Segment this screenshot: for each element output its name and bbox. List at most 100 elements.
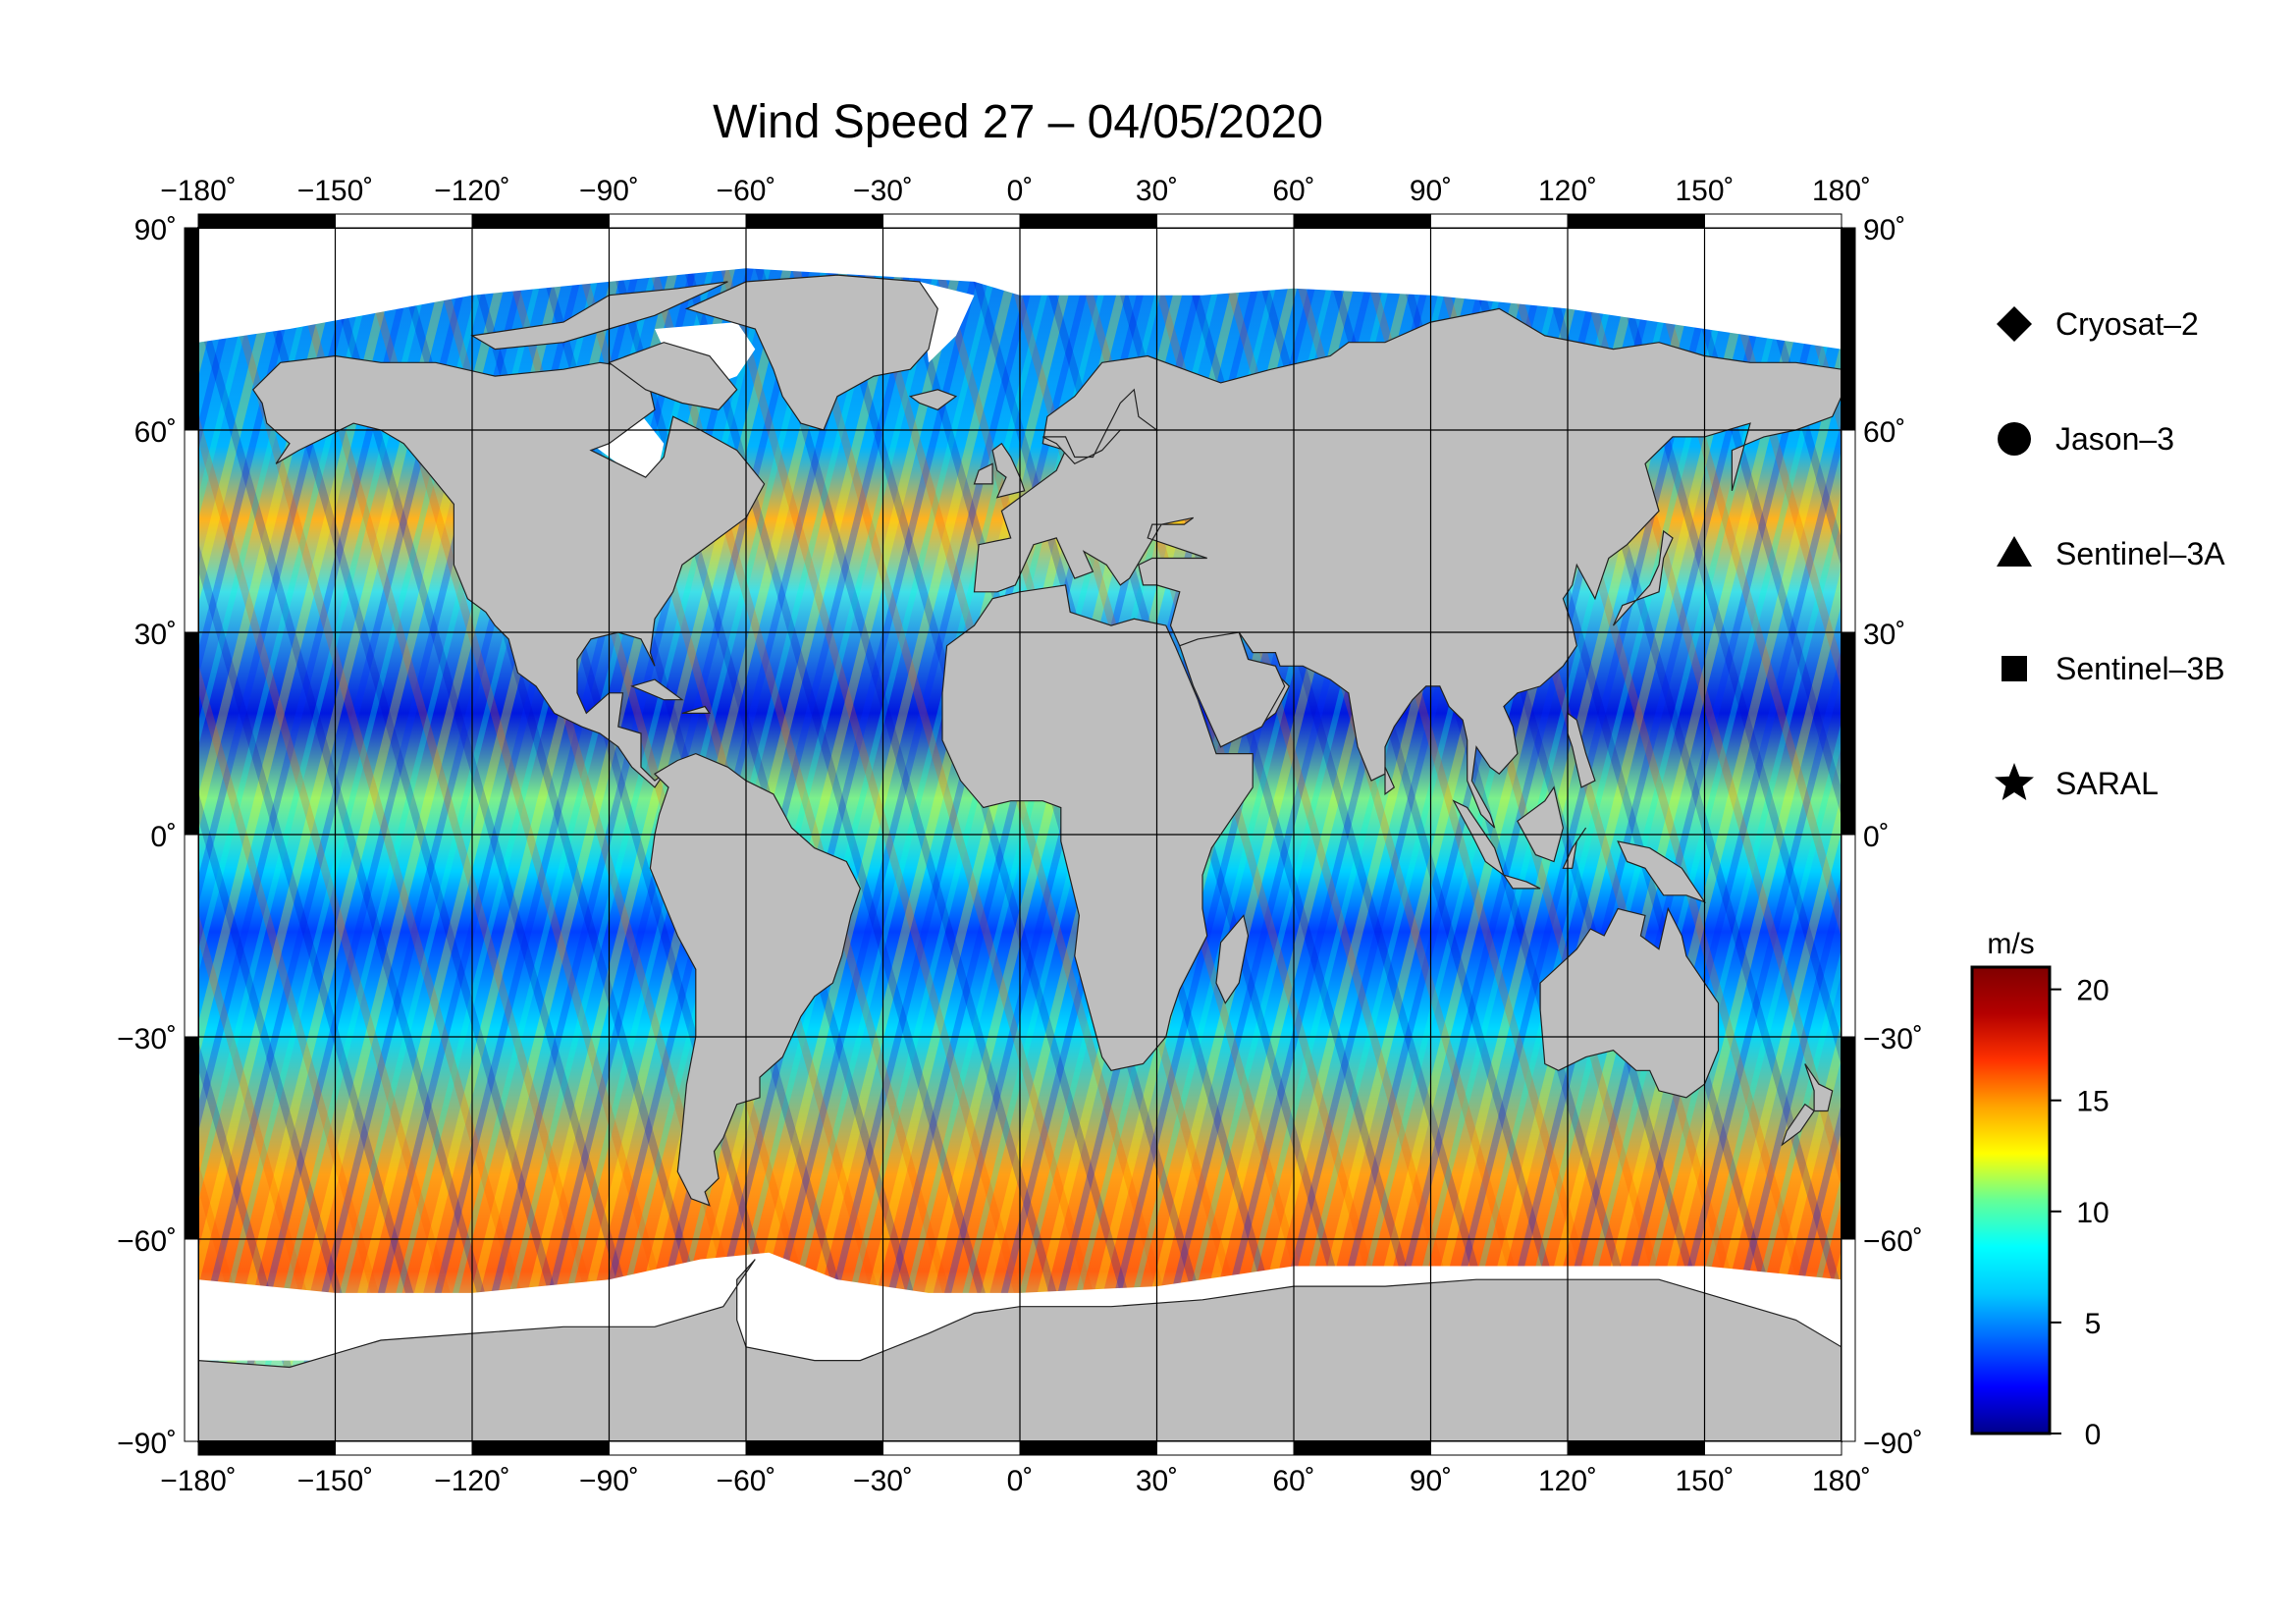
- frame-segment-bottom: [1156, 1440, 1295, 1456]
- frame-segment-right: [1841, 631, 1856, 836]
- frame-segment-left: [184, 429, 199, 633]
- lon-tick-label-top: −60˚: [717, 175, 776, 207]
- japan: [1612, 529, 1674, 626]
- lon-tick-label-bottom: 90˚: [1410, 1465, 1452, 1497]
- frame-segment-right: [1841, 834, 1856, 1038]
- lon-tick-label-top: 90˚: [1410, 175, 1452, 207]
- lon-tick-label-top: −30˚: [853, 175, 913, 207]
- frame-segment-left: [184, 1036, 199, 1240]
- cuba: [630, 678, 684, 701]
- frame-segment-bottom: [197, 1440, 336, 1456]
- java: [1502, 874, 1541, 890]
- legend-item-jason-3: Jason–3: [1998, 421, 2174, 457]
- hispaniola: [681, 705, 711, 715]
- wind-speed-colorbar: m/s 20 15 10 5 0: [1970, 928, 2109, 1451]
- lon-tick-label-bottom: −180˚: [160, 1465, 237, 1497]
- colorbar-tick-label: 10: [2076, 1197, 2109, 1229]
- lon-tick-label-bottom: 30˚: [1136, 1465, 1178, 1497]
- frame-segment-top: [197, 213, 336, 229]
- frame-segment-bottom: [1019, 1440, 1157, 1456]
- lat-tick-label-right: −30˚: [1863, 1023, 1923, 1055]
- lon-tick-label-top: 60˚: [1272, 175, 1314, 207]
- lat-tick-label-left: −60˚: [117, 1225, 177, 1258]
- lat-tick-label-right: 90˚: [1863, 214, 1905, 246]
- legend-item-sentinel-3b: Sentinel–3B: [2002, 651, 2225, 686]
- eurasia: [973, 307, 1842, 829]
- frame-segment-right: [1841, 227, 1856, 431]
- iceland: [909, 389, 958, 411]
- lat-tick-label-right: −90˚: [1863, 1428, 1923, 1460]
- frame-segment-top: [1567, 213, 1705, 229]
- madagascar: [1215, 914, 1250, 1004]
- lon-tick-label-bottom: 60˚: [1272, 1465, 1314, 1497]
- borneo: [1517, 785, 1565, 863]
- frame-segment-bottom: [745, 1440, 883, 1456]
- legend-item-cryosat-2: Cryosat–2: [1997, 306, 2199, 342]
- frame-segment-bottom: [471, 1440, 610, 1456]
- lat-tick-label-left: 90˚: [134, 214, 177, 246]
- frame-segment-top: [1019, 213, 1157, 229]
- frame-segment-top: [471, 213, 610, 229]
- lat-tick-label-right: 30˚: [1863, 619, 1905, 651]
- legend-item-sentinel-3a: Sentinel–3A: [1997, 536, 2225, 571]
- frame-segment-top: [1156, 213, 1295, 229]
- star-symbol-icon: [1995, 763, 2034, 800]
- graticule: [198, 228, 1842, 1441]
- frame-segment-left: [184, 631, 199, 836]
- colorbar-tick-label: 20: [2076, 975, 2109, 1007]
- new-zealand-n: [1804, 1063, 1834, 1112]
- lat-tick-label-left: −90˚: [117, 1428, 177, 1460]
- south-america: [649, 752, 861, 1207]
- colorbar-tick-label: 0: [2085, 1419, 2102, 1451]
- lat-tick-label-left: −30˚: [117, 1023, 177, 1055]
- lon-tick-label-bottom: −150˚: [297, 1465, 374, 1497]
- colorbar-gradient: [1970, 965, 2052, 1435]
- canada-islands: [470, 281, 728, 351]
- lon-tick-label-top: −120˚: [434, 175, 510, 207]
- arabia-fix: [1179, 631, 1286, 748]
- lon-tick-label-top: 180˚: [1812, 175, 1871, 207]
- frame-segment-bottom: [1430, 1440, 1569, 1456]
- new-zealand-s: [1781, 1103, 1815, 1147]
- frame-segment-bottom: [1567, 1440, 1705, 1456]
- diamond-symbol-icon: [1997, 306, 2032, 342]
- lat-tick-label-left: 30˚: [134, 619, 177, 651]
- lon-tick-label-top: −90˚: [579, 175, 639, 207]
- colorbar-unit: m/s: [1987, 928, 2034, 960]
- frame-segment-bottom: [882, 1440, 1021, 1456]
- lon-tick-label-top: −150˚: [297, 175, 374, 207]
- australia: [1539, 906, 1720, 1099]
- frame-segment-top: [1430, 213, 1569, 229]
- map-title: Wind Speed 27 – 04/05/2020: [713, 96, 1323, 148]
- lon-tick-label-bottom: 0˚: [1007, 1465, 1034, 1497]
- lon-tick-label-bottom: −90˚: [579, 1465, 639, 1497]
- axis-tick-labels: −180˚ −180˚ −150˚ −150˚ −120˚ −120˚ −90˚ −90˚ −6…: [117, 175, 1923, 1497]
- lat-tick-label-right: 0˚: [1863, 821, 1890, 853]
- frame-segment-top: [882, 213, 1021, 229]
- frame-segment-bottom: [1704, 1440, 1842, 1456]
- frame-segment-bottom: [1293, 1440, 1431, 1456]
- ireland: [973, 462, 993, 485]
- frame-segment-bottom: [609, 1440, 747, 1456]
- baffin: [608, 342, 738, 411]
- frame-segment-left: [184, 1238, 199, 1442]
- circle-symbol-icon: [1998, 422, 2031, 456]
- frame-segment-right: [1841, 429, 1856, 633]
- lon-tick-label-bottom: 150˚: [1675, 1465, 1734, 1497]
- lon-tick-label-top: 0˚: [1007, 175, 1034, 207]
- lon-tick-label-bottom: 120˚: [1538, 1465, 1597, 1497]
- square-symbol-icon: [2002, 656, 2027, 681]
- triangle-symbol-icon: [1997, 536, 2032, 567]
- frame-segment-right: [1841, 1238, 1856, 1442]
- lon-tick-label-bottom: −30˚: [853, 1465, 913, 1497]
- philippines: [1567, 712, 1596, 788]
- lat-tick-label-left: 0˚: [150, 821, 177, 853]
- colorbar-tick-label: 5: [2085, 1308, 2102, 1340]
- legend-label: Sentinel–3B: [2056, 651, 2225, 686]
- lon-tick-label-top: −180˚: [160, 175, 237, 207]
- legend-label: Jason–3: [2056, 421, 2174, 457]
- lon-tick-label-top: 120˚: [1538, 175, 1597, 207]
- colorbar-tick-label: 15: [2076, 1086, 2109, 1118]
- frame-segment-top: [1704, 213, 1842, 229]
